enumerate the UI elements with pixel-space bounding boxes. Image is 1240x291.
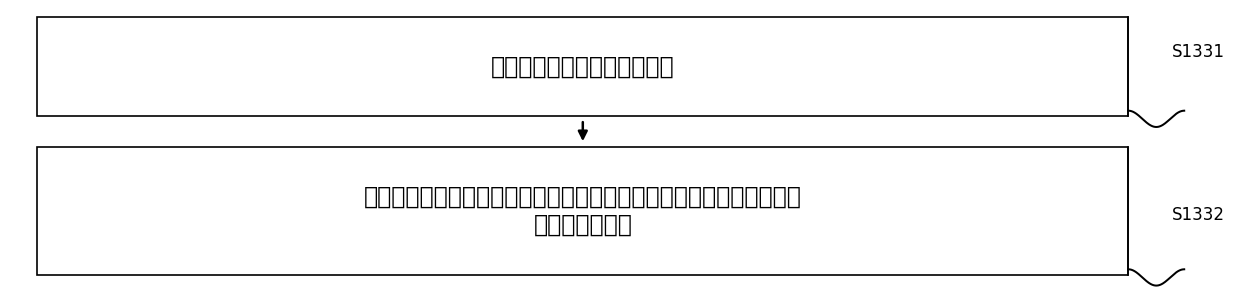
Bar <box>37 17 1128 116</box>
Text: S1331: S1331 <box>1172 43 1225 61</box>
Text: 分别获取标准流阻和环境流阻: 分别获取标准流阻和环境流阻 <box>491 55 675 79</box>
Text: 根据限幅计算后的所述第三比值、所述标准流阻以及所述环境流阻，计
算所述流量因子: 根据限幅计算后的所述第三比值、所述标准流阻以及所述环境流阻，计 算所述流量因子 <box>363 185 802 237</box>
Text: S1332: S1332 <box>1172 206 1225 224</box>
Bar <box>37 147 1128 275</box>
